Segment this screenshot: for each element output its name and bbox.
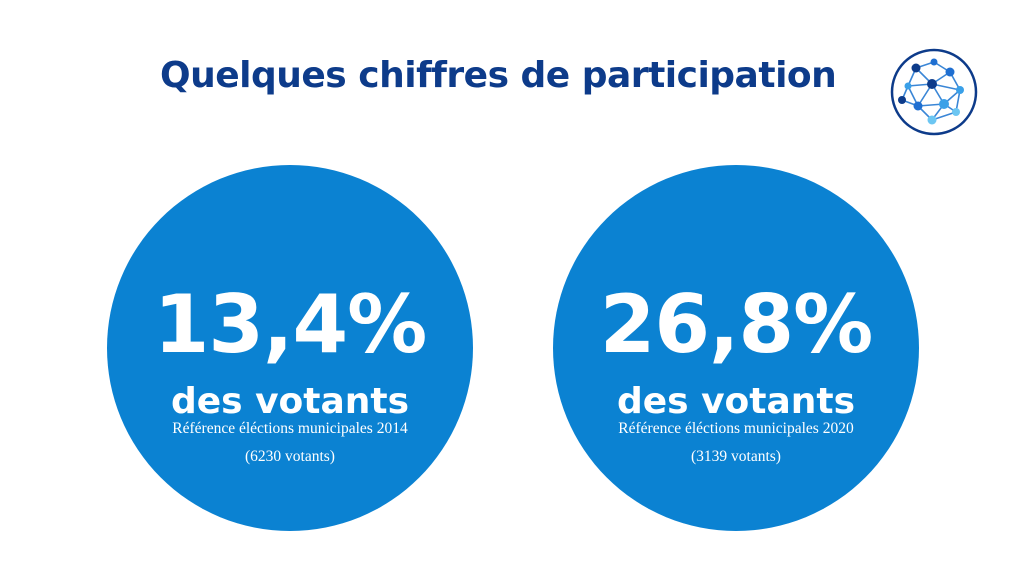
- stat-circle-2020: 26,8% des votants Référence éléctions mu…: [553, 165, 919, 531]
- participation-percentage: 26,8%: [599, 278, 874, 371]
- election-reference: Référence éléctions municipales 2020: [618, 420, 854, 437]
- page-title: Quelques chiffres de participation: [160, 55, 837, 96]
- participation-percentage: 13,4%: [153, 278, 428, 371]
- voter-count: (6230 votants): [245, 448, 335, 465]
- election-reference: Référence éléctions municipales 2014: [172, 420, 408, 437]
- participation-label: des votants: [170, 381, 410, 422]
- stat-circle-2014: 13,4% des votants Référence éléctions mu…: [107, 165, 473, 531]
- participation-label: des votants: [616, 381, 856, 422]
- voter-count: (3139 votants): [691, 448, 781, 465]
- network-globe-icon: [890, 48, 978, 136]
